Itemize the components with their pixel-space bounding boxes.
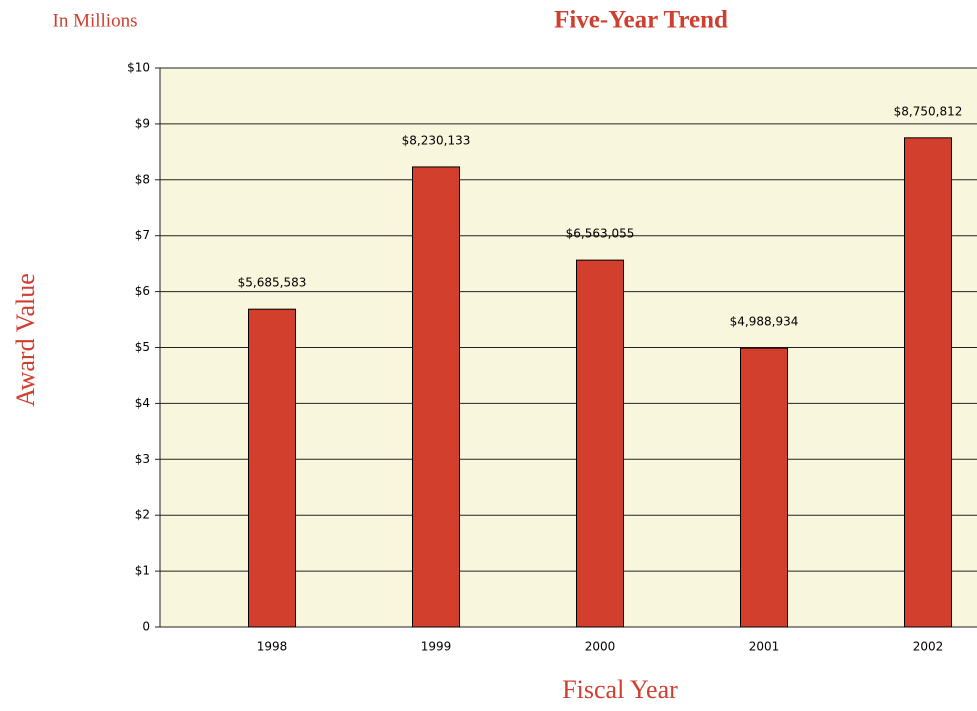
x-tick-label: 2001	[749, 640, 780, 654]
data-label: $8,230,133	[402, 133, 471, 147]
x-tick-label: 1999	[421, 640, 452, 654]
y-tick-label: $4	[135, 396, 150, 410]
chart-title: Five-Year Trend	[554, 7, 728, 34]
y-tick-label: $5	[135, 340, 150, 354]
y-tick-label: $2	[135, 508, 150, 522]
y-axis-label: Award Value	[11, 273, 40, 407]
x-tick-label: 2002	[913, 640, 944, 654]
bar	[740, 347, 788, 628]
y-tick-label: 0	[142, 620, 150, 634]
bar	[248, 308, 296, 628]
y-tick-label: $1	[135, 564, 150, 578]
y-tick-label: $3	[135, 452, 150, 466]
x-tick-label: 1998	[257, 640, 288, 654]
bar	[904, 137, 952, 628]
y-tick-label: $9	[135, 116, 150, 130]
bar	[412, 166, 460, 628]
data-label: $8,750,812	[894, 104, 963, 118]
data-label: $5,685,583	[238, 276, 307, 290]
y-tick-label: $8	[135, 172, 150, 186]
x-tick-label: 2000	[585, 640, 616, 654]
data-label: $6,563,055	[566, 227, 635, 241]
data-label: $4,988,934	[730, 315, 799, 329]
x-axis-label: Fiscal Year	[562, 675, 678, 704]
y-tick-label: $6	[135, 284, 150, 298]
y-tick-label: $10	[127, 61, 150, 75]
bar	[576, 259, 624, 628]
y-tick-label: $7	[135, 228, 150, 242]
chart-subtitle: In Millions	[53, 10, 138, 31]
